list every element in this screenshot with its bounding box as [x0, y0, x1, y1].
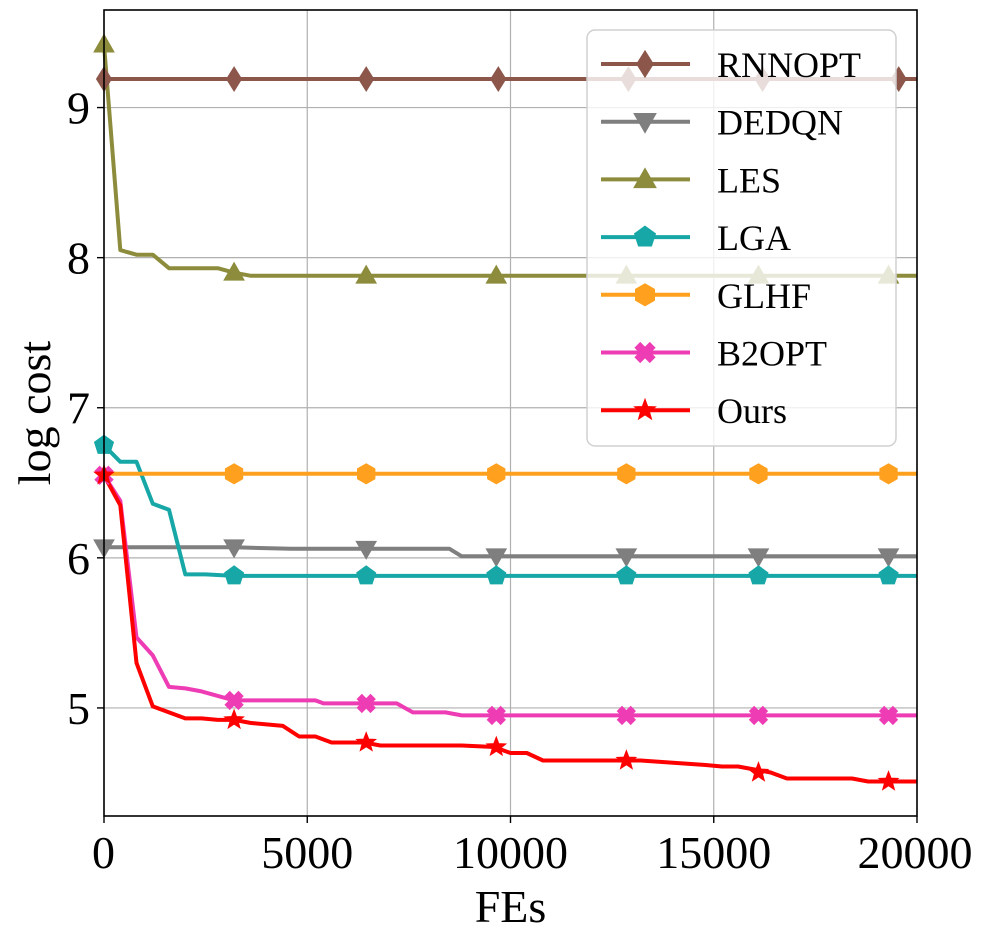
series-line-les [102, 44, 917, 278]
legend-marker [634, 341, 656, 364]
marker-ours [485, 735, 508, 757]
legend-label: GLHF [717, 276, 811, 316]
y-tick-label: 8 [67, 233, 90, 284]
marker-ours [223, 708, 245, 730]
marker-glhf [617, 463, 636, 485]
legend-marker [636, 49, 654, 79]
legend: RNNOPT DEDQN LES LGA GLHF B2OPT Ours [586, 29, 897, 447]
marker-b2opt [224, 690, 244, 711]
marker-lga [486, 565, 507, 585]
marker-dedqn [355, 540, 378, 560]
legend-item-lga: LGA [601, 218, 791, 258]
legend-marker [633, 397, 657, 421]
y-tick-label: 6 [67, 533, 90, 584]
legend-marker [635, 283, 655, 307]
x-tick-label: 0 [92, 827, 115, 878]
marker-b2opt [748, 705, 769, 726]
series-line-ours [102, 474, 917, 784]
marker-rnnopt [225, 66, 243, 92]
legend-label: LGA [717, 218, 791, 258]
legend-item-glhf: GLHF [601, 276, 811, 316]
marker-ours [355, 731, 378, 752]
legend-marker [633, 167, 657, 189]
legend-item-les: LES [601, 160, 781, 200]
x-axis-label: FEs [475, 881, 547, 932]
marker-b2opt [356, 693, 376, 714]
legend-label: DEDQN [717, 103, 843, 143]
x-marker-stroke [356, 693, 376, 714]
x-tick-label: 10000 [453, 827, 568, 878]
marker-dedqn [747, 548, 770, 568]
marker-dedqn [615, 548, 638, 568]
y-tick-label: 7 [67, 383, 90, 434]
x-marker-stroke [224, 690, 244, 711]
x-tick-label: 5000 [261, 827, 353, 878]
legend-item-dedqn: DEDQN [601, 103, 843, 143]
x-tick-label: 15000 [656, 827, 771, 878]
marker-dedqn [485, 548, 508, 568]
legend-label: B2OPT [717, 334, 827, 374]
legend-label: Ours [717, 391, 787, 431]
marker-dedqn [223, 539, 245, 559]
marker-ours [747, 761, 770, 782]
legend-marker [633, 112, 657, 134]
marker-dedqn [877, 548, 900, 568]
y-tick-label: 5 [67, 683, 90, 734]
marker-rnnopt [490, 66, 507, 92]
x-marker-stroke [634, 341, 656, 364]
axis-ticks: 0 5000 10000 15000 20000 5 6 7 8 9 [67, 83, 973, 878]
legend-marker [633, 225, 657, 247]
legend-label: RNNOPT [717, 45, 861, 85]
marker-b2opt [486, 705, 506, 726]
x-marker-stroke [878, 705, 899, 726]
x-marker-stroke [748, 705, 769, 726]
legend-item-ours: Ours [601, 391, 787, 431]
marker-les [223, 261, 245, 281]
legend-item-rnnopt: RNNOPT [601, 45, 861, 85]
marker-rnnopt [358, 66, 375, 92]
marker-lga [616, 565, 637, 585]
marker-ours [877, 770, 900, 791]
marker-b2opt [878, 705, 899, 726]
marker-les [355, 264, 378, 284]
marker-glhf [879, 463, 898, 485]
marker-ours [615, 749, 638, 770]
marker-glhf [749, 463, 768, 485]
marker-lga [878, 565, 899, 585]
marker-les [485, 264, 508, 284]
marker-lga [748, 565, 769, 585]
x-marker-stroke [616, 705, 637, 726]
marker-lga [224, 565, 245, 585]
marker-glhf [357, 463, 376, 485]
marker-b2opt [616, 705, 637, 726]
x-marker-stroke [486, 705, 506, 726]
series-line-lga [102, 443, 917, 578]
y-axis-label: log cost [9, 341, 60, 486]
marker-lga [356, 565, 377, 585]
legend-item-b2opt: B2OPT [601, 334, 827, 374]
x-tick-label: 20000 [858, 827, 973, 878]
y-tick-label: 9 [67, 83, 90, 134]
marker-glhf [487, 463, 506, 485]
legend-box [586, 29, 897, 447]
marker-glhf [224, 463, 244, 485]
legend-label: LES [717, 160, 781, 200]
